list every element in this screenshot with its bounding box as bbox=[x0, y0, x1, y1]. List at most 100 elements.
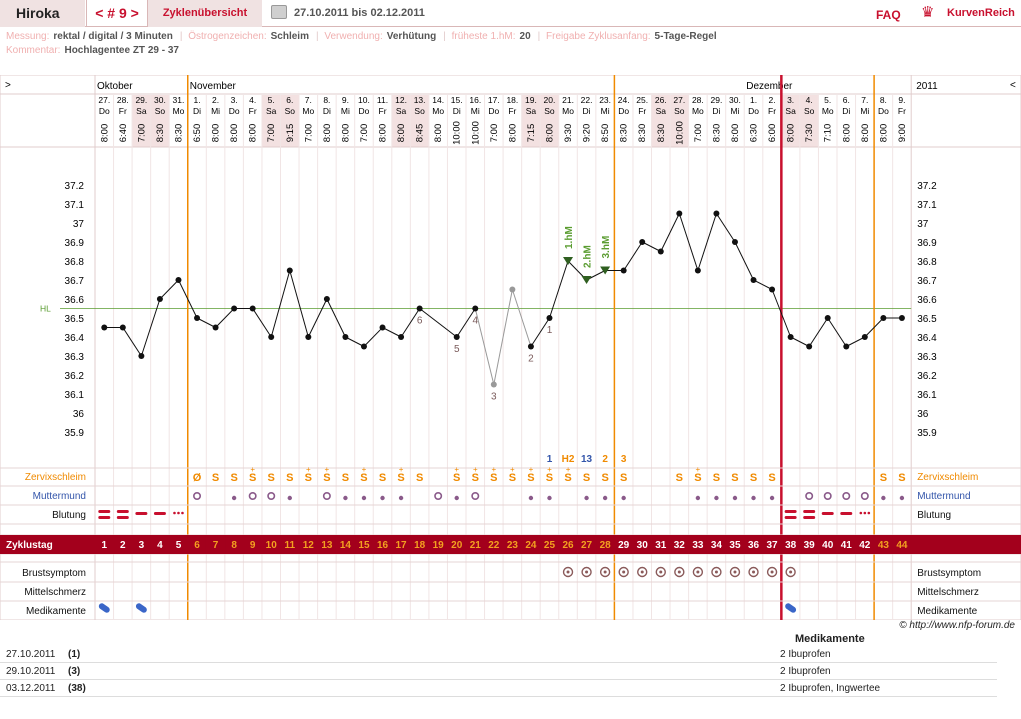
time-label: 8:00 bbox=[211, 124, 222, 143]
weekday-label: Do bbox=[229, 106, 240, 116]
weekday-label: Do bbox=[618, 106, 629, 116]
cycleday-cell bbox=[447, 536, 466, 553]
meds-value: 2 Ibuprofen bbox=[780, 649, 831, 660]
date-label: 5. bbox=[268, 95, 275, 105]
y-tick-right: 36.1 bbox=[917, 390, 937, 401]
time-label: 7:00 bbox=[136, 124, 147, 143]
temperature-point bbox=[657, 248, 664, 255]
date-label: 4. bbox=[249, 95, 256, 105]
time-label: 7:15 bbox=[526, 124, 537, 143]
weekday-label: Do bbox=[748, 106, 759, 116]
bleeding-spot bbox=[173, 511, 176, 515]
cycleday-cell bbox=[893, 536, 911, 553]
cervix-open-marker bbox=[193, 491, 202, 500]
temperature-segment bbox=[548, 260, 569, 319]
cycleday-number: 38 bbox=[785, 540, 797, 551]
weekday-label: Mi bbox=[471, 106, 480, 116]
cycleday-cell bbox=[318, 536, 336, 553]
cervix-closed-marker bbox=[769, 495, 775, 501]
cycleday-cell bbox=[95, 536, 114, 553]
mucus-symbol: S bbox=[601, 472, 608, 484]
temperature-segment bbox=[511, 289, 532, 347]
cycleday-cell bbox=[726, 536, 744, 553]
logo-text[interactable]: KurvenReich bbox=[947, 7, 1015, 19]
breast-symptom-dot bbox=[566, 570, 570, 574]
breast-symptom-ring bbox=[692, 566, 704, 578]
time-label: 8:00 bbox=[340, 124, 351, 143]
temperature-segment bbox=[196, 317, 216, 328]
hl-label: HL bbox=[40, 304, 51, 314]
cycleday-number: 35 bbox=[729, 540, 741, 551]
weekend-shade bbox=[670, 95, 689, 147]
weekday-label: Fr bbox=[638, 106, 646, 116]
temperature-segment bbox=[678, 213, 699, 271]
cervix-closed-marker bbox=[584, 495, 589, 501]
time-label: 10:00 bbox=[452, 121, 463, 145]
y-tick-right: 36.5 bbox=[917, 314, 937, 325]
weekday-label: Mo bbox=[173, 106, 185, 116]
mucus-plus: + bbox=[696, 465, 701, 474]
mucus-plus: + bbox=[306, 465, 311, 474]
temperature-segment bbox=[382, 327, 402, 338]
temperature-segment bbox=[215, 308, 235, 328]
bleeding-mark bbox=[153, 512, 166, 515]
cervix-closed-marker bbox=[380, 495, 385, 501]
overview-tab[interactable]: Zyklenübersicht bbox=[148, 0, 262, 27]
estrogen-label: Östrogenzeichen: bbox=[188, 31, 267, 42]
cycleday-number: 27 bbox=[581, 540, 593, 551]
y-tick-right: 37 bbox=[917, 219, 929, 230]
weekday-label: So bbox=[674, 106, 685, 116]
time-label: 8:00 bbox=[433, 124, 444, 143]
cycleday-number: 42 bbox=[859, 540, 871, 551]
temperature-segment bbox=[122, 327, 142, 357]
y-tick-left: 36 bbox=[73, 409, 85, 420]
faq-link[interactable]: FAQ bbox=[876, 8, 901, 22]
header-bar bbox=[0, 0, 1021, 27]
mucus-plus: + bbox=[491, 465, 496, 474]
cervix-closed-marker bbox=[361, 495, 367, 501]
breast-symptom-ring bbox=[581, 566, 592, 578]
nav-left-button[interactable]: > bbox=[5, 80, 11, 91]
cycleday-cell bbox=[800, 536, 818, 553]
date-label: 7. bbox=[305, 95, 312, 105]
comment-label: Kommentar: bbox=[6, 45, 61, 56]
bleeding-mark bbox=[803, 510, 816, 513]
temperature-point bbox=[898, 315, 905, 321]
temperature-segment bbox=[345, 336, 365, 347]
bleeding-label-left: Blutung bbox=[52, 510, 86, 521]
cycleday-number: 8 bbox=[231, 540, 237, 551]
breast-symptom-ring bbox=[618, 566, 629, 578]
temperature-point bbox=[305, 334, 312, 340]
mucus-symbol: S bbox=[898, 472, 905, 484]
time-label: 9:20 bbox=[582, 124, 593, 143]
temperature-segment bbox=[846, 336, 866, 347]
cycleday-cell bbox=[503, 536, 522, 553]
cycleday-number: 7 bbox=[213, 540, 219, 551]
weekday-label: So bbox=[285, 106, 296, 116]
temperature-segment bbox=[641, 241, 662, 252]
cervix-closed-marker bbox=[621, 495, 626, 501]
mucus-symbol: S bbox=[676, 472, 683, 484]
cycleday-cell bbox=[689, 536, 707, 553]
weekend-shade bbox=[150, 95, 170, 147]
nav-right-button[interactable]: < bbox=[1010, 80, 1016, 91]
cycleday-number: 36 bbox=[748, 540, 760, 551]
temperature-point bbox=[119, 324, 126, 331]
mucus-symbol: S bbox=[379, 472, 386, 484]
midpain-label-right: Mittelschmerz bbox=[917, 587, 979, 598]
date-label: 9. bbox=[898, 95, 905, 105]
temperature-point bbox=[286, 267, 293, 274]
print-icon[interactable] bbox=[271, 5, 287, 19]
time-label: 8:30 bbox=[637, 124, 648, 143]
cycleday-number: 25 bbox=[544, 540, 556, 551]
breast-symptom-dot bbox=[677, 570, 681, 574]
weekday-label: Di bbox=[842, 106, 850, 116]
mucus-symbol: S bbox=[286, 472, 293, 484]
time-label: 7:00 bbox=[303, 124, 314, 143]
weekday-label: Mi bbox=[601, 106, 610, 116]
cervix-closed-marker bbox=[602, 495, 608, 501]
time-label: 9:30 bbox=[563, 124, 574, 143]
cycle-navigator[interactable]: < # 9 > bbox=[86, 0, 148, 27]
time-label: 10:00 bbox=[674, 121, 685, 145]
breast-symptom-dot bbox=[640, 570, 644, 574]
